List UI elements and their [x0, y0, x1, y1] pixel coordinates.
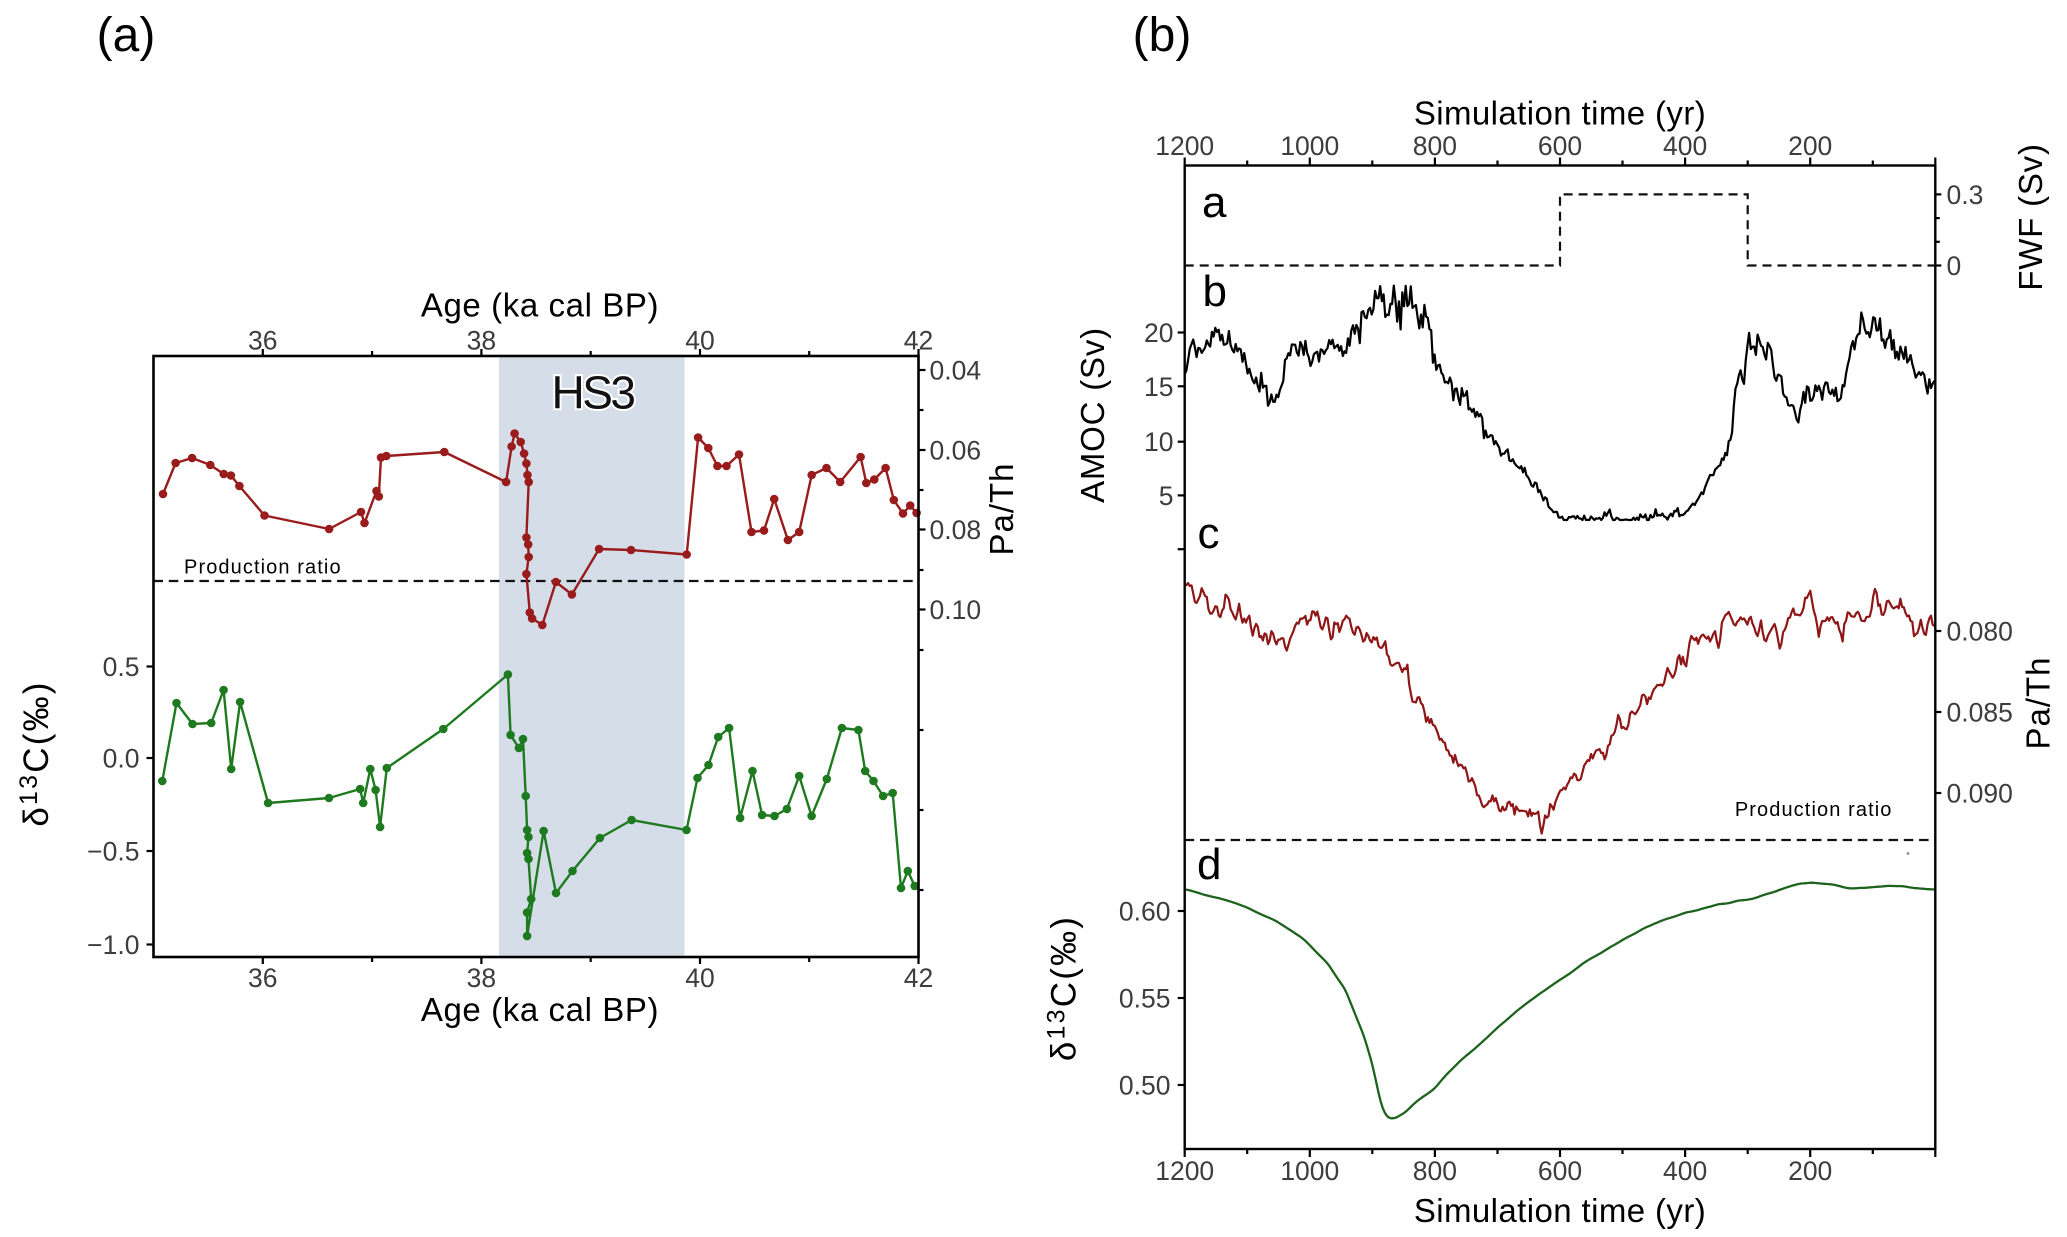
svg-text:1000: 1000: [1280, 131, 1339, 161]
svg-text:Simulation time (yr): Simulation time (yr): [1414, 1192, 1706, 1229]
svg-text:40: 40: [685, 326, 714, 356]
svg-text:1200: 1200: [1155, 131, 1214, 161]
svg-text:a: a: [1202, 178, 1227, 227]
svg-text:0.0: 0.0: [103, 744, 140, 774]
svg-text:200: 200: [1788, 1156, 1832, 1186]
svg-text:600: 600: [1538, 131, 1582, 161]
svg-text:−0.5: −0.5: [87, 837, 139, 867]
svg-text:42: 42: [904, 326, 933, 356]
svg-text:0.04: 0.04: [930, 356, 982, 386]
svg-text:−1.0: −1.0: [87, 930, 139, 960]
svg-text:36: 36: [248, 963, 277, 993]
svg-text:0.3: 0.3: [1947, 180, 1984, 210]
svg-text:0.080: 0.080: [1947, 617, 2013, 647]
svg-text:Simulation time (yr): Simulation time (yr): [1414, 94, 1706, 131]
svg-text:1200: 1200: [1155, 1156, 1214, 1186]
svg-text:0.08: 0.08: [930, 515, 982, 545]
svg-text:0.60: 0.60: [1119, 897, 1171, 927]
svg-text:38: 38: [467, 963, 496, 993]
svg-text:Pa/Th: Pa/Th: [983, 462, 1020, 555]
svg-text:0.10: 0.10: [930, 595, 982, 625]
svg-text:200: 200: [1788, 131, 1832, 161]
svg-text:Pa/Th: Pa/Th: [2020, 656, 2057, 749]
svg-text:(b): (b): [1133, 9, 1192, 62]
svg-text:HS3: HS3: [552, 367, 635, 419]
svg-text:1000: 1000: [1280, 1156, 1339, 1186]
svg-text:0.085: 0.085: [1947, 698, 2013, 728]
svg-text:b: b: [1203, 267, 1227, 316]
svg-text:400: 400: [1663, 1156, 1707, 1186]
svg-text:0.5: 0.5: [103, 652, 140, 682]
svg-text:42: 42: [904, 963, 933, 993]
svg-text:AMOC (Sv): AMOC (Sv): [1074, 327, 1111, 503]
svg-text:15: 15: [1144, 372, 1173, 402]
svg-text:400: 400: [1663, 131, 1707, 161]
svg-text:Age (ka cal BP): Age (ka cal BP): [421, 287, 659, 324]
svg-text:0.06: 0.06: [930, 436, 982, 466]
svg-text:10: 10: [1144, 427, 1173, 457]
svg-text:0.090: 0.090: [1947, 779, 2013, 809]
svg-text:FWF (Sv): FWF (Sv): [2012, 143, 2049, 291]
svg-text:800: 800: [1413, 1156, 1457, 1186]
svg-text:600: 600: [1538, 1156, 1582, 1186]
svg-text:(a): (a): [97, 9, 156, 62]
svg-text:5: 5: [1159, 481, 1174, 511]
svg-text:40: 40: [685, 963, 714, 993]
svg-text:Age (ka cal BP): Age (ka cal BP): [421, 991, 659, 1028]
svg-text:HS3: HS3: [552, 367, 635, 419]
svg-text:Production ratio: Production ratio: [1735, 799, 1893, 821]
svg-text:38: 38: [467, 326, 496, 356]
svg-text:Production ratio: Production ratio: [184, 557, 342, 579]
svg-text:0: 0: [1947, 251, 1962, 281]
svg-text:800: 800: [1413, 131, 1457, 161]
svg-text:c: c: [1198, 509, 1220, 558]
svg-text:0.55: 0.55: [1119, 984, 1171, 1014]
svg-text:δ13C(‰): δ13C(‰): [1043, 915, 1084, 1061]
svg-text:36: 36: [248, 326, 277, 356]
svg-text:d: d: [1197, 840, 1221, 889]
svg-text:20: 20: [1144, 318, 1173, 348]
svg-text:0.50: 0.50: [1119, 1071, 1171, 1101]
